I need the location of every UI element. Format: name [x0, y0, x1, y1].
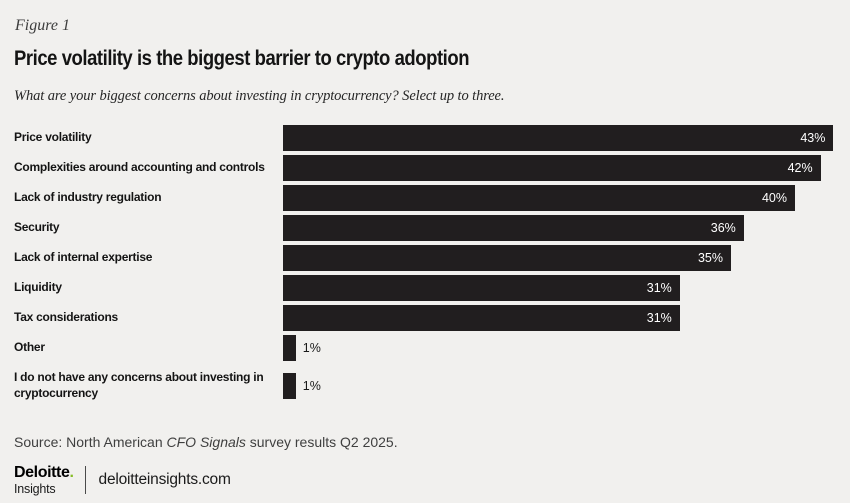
bar: 31%: [283, 305, 680, 331]
bar-track: 40%: [283, 185, 834, 211]
bar: 36%: [283, 215, 744, 241]
bar-value-label: 1%: [302, 341, 321, 355]
bar: 40%: [283, 185, 795, 211]
category-label: Lack of internal expertise: [14, 250, 153, 265]
category-label: Complexities around accounting and contr…: [14, 160, 265, 175]
chart-row: Complexities around accounting and contr…: [14, 153, 834, 183]
chart-row: Tax considerations 31%: [14, 303, 834, 333]
bar-value-label: 43%: [800, 131, 826, 145]
bar-value-label: 42%: [787, 161, 813, 175]
bar-chart: Price volatility 43% Complexities around…: [14, 123, 834, 408]
bar-value-label: 31%: [646, 281, 672, 295]
bar: 31%: [283, 275, 680, 301]
bar-value-label: 40%: [761, 191, 787, 205]
category-label: Liquidity: [14, 280, 62, 295]
insights-wordmark: Insights: [14, 482, 56, 496]
bar-value-label: 35%: [697, 251, 723, 265]
chart-row: Price volatility 43%: [14, 123, 834, 153]
bar-track: 31%: [283, 275, 834, 301]
bar-value-label: 31%: [646, 311, 672, 325]
chart-row: Security 36%: [14, 213, 834, 243]
chart-row: I do not have any concerns about investi…: [14, 363, 834, 408]
chart-title: Price volatility is the biggest barrier …: [14, 47, 470, 70]
footer-divider: [84, 466, 86, 495]
bar: 42%: [283, 155, 821, 181]
source-survey-name: CFO Signals: [166, 434, 246, 450]
chart-row: Liquidity 31%: [14, 273, 834, 303]
deloitte-insights-logo: Deloitte. Insights: [14, 465, 74, 496]
chart-row: Other 1%: [14, 333, 834, 363]
category-label: Other: [14, 340, 45, 355]
category-label: Security: [14, 220, 60, 235]
brand-green-dot: .: [69, 464, 74, 481]
bar-track: 42%: [283, 155, 834, 181]
brand-footer: Deloitte. Insights deloitteinsights.com: [14, 465, 834, 496]
bar: 35%: [283, 245, 731, 271]
bar-track: 31%: [283, 305, 834, 331]
bar: 43%: [283, 125, 834, 151]
figure-label: Figure 1: [15, 17, 70, 34]
bar: 1%: [283, 335, 321, 361]
deloitte-wordmark: Deloitte.: [14, 465, 74, 481]
chart-row: Lack of industry regulation 40%: [14, 183, 834, 213]
bar: 1%: [283, 372, 321, 399]
bar-value-label: 36%: [710, 221, 736, 235]
source-prefix: Source: North American: [14, 434, 167, 450]
chart-subtitle: What are your biggest concerns about inv…: [14, 88, 505, 104]
brand-name-text: Deloitte: [14, 464, 70, 481]
bar-track: 1%: [283, 335, 834, 361]
category-label: Price volatility: [14, 130, 92, 145]
source-suffix: survey results Q2 2025.: [245, 434, 398, 450]
category-label: Lack of industry regulation: [14, 190, 162, 205]
bar-track: 36%: [283, 215, 834, 241]
bar-value-label: 1%: [302, 378, 321, 393]
bar-track: 43%: [283, 125, 834, 151]
chart-row: Lack of internal expertise 35%: [14, 243, 834, 273]
source-note: Source: North American CFO Signals surve…: [14, 434, 834, 450]
category-label: Tax considerations: [14, 310, 118, 325]
website-url: deloitteinsights.com: [98, 471, 231, 489]
bar-track: 35%: [283, 245, 834, 271]
bar-track: 1%: [283, 372, 834, 399]
category-label: I do not have any concerns about investi…: [14, 369, 264, 400]
